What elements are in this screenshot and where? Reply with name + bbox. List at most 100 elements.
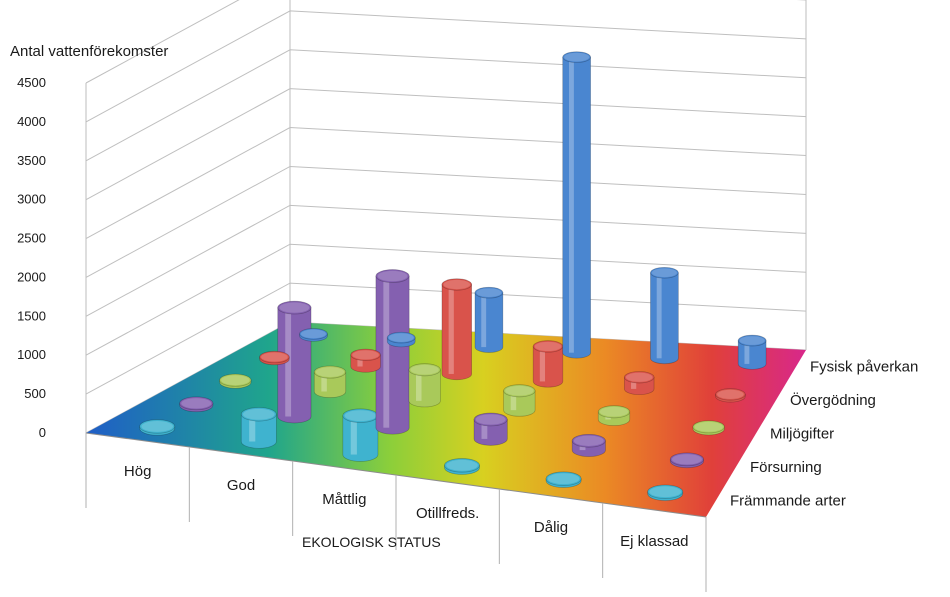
bar-top-shine: [599, 406, 629, 417]
bar-cylinder: [386, 331, 416, 348]
series-label: Miljögifter: [770, 426, 834, 443]
y-axis-title: Antal vattenförekomster: [10, 43, 168, 60]
chart-floor: [86, 322, 806, 517]
bar-highlight: [481, 292, 487, 348]
category-label: Ej klassad: [620, 533, 688, 550]
bar-body: [408, 369, 441, 408]
bar-cylinder: [715, 388, 746, 403]
bar-body: [277, 307, 312, 424]
bar-top: [259, 350, 290, 364]
bar-body: [503, 390, 536, 417]
bar-top: [715, 388, 746, 401]
bar-highlight: [321, 372, 327, 392]
bar-top: [375, 269, 410, 283]
bar-top-shine: [141, 420, 173, 432]
gridline: [85, 88, 807, 201]
bar-highlight: [350, 415, 357, 455]
category-label: Otillfreds.: [416, 505, 479, 522]
bar-top: [571, 433, 606, 448]
category-label: God: [227, 477, 255, 494]
bar-top-shine: [443, 279, 471, 290]
bar-cylinder: [139, 419, 176, 436]
gridline: [85, 282, 807, 395]
bar-highlight: [416, 369, 422, 401]
bar-top-shine: [564, 52, 590, 62]
bar-cylinder: [259, 350, 290, 366]
y-axis-ticks: 0 500 1000 1500 2000 2500 3000 3500 4000 4500: [17, 75, 46, 440]
series-label: Fysisk påverkan: [810, 359, 918, 376]
series-label: Övergödning: [790, 391, 876, 409]
bar-top-shine: [671, 454, 702, 465]
bar-top: [669, 452, 704, 467]
gridline: [85, 49, 807, 162]
bar-top: [219, 373, 252, 387]
bar-top-shine: [410, 364, 439, 375]
bar-top-shine: [279, 302, 310, 313]
bar-cylinder: [375, 269, 410, 435]
bar-cylinder: [299, 328, 328, 342]
y-tick-label: 3500: [17, 153, 46, 168]
bar-cylinder: [647, 484, 684, 501]
bar-top: [179, 396, 214, 411]
bar-top: [692, 420, 725, 434]
bar-cylinder: [474, 286, 504, 353]
bar-top-shine: [717, 389, 744, 399]
bar-top: [647, 484, 684, 499]
bar-body: [441, 284, 472, 381]
bar-cylinder: [737, 334, 767, 370]
series-label: Främmande arter: [730, 492, 846, 509]
bar-top: [444, 458, 480, 473]
bar-highlight: [357, 354, 363, 367]
bar-cylinder: [313, 365, 347, 398]
bar-cylinder: [350, 348, 381, 373]
gridline: [85, 243, 807, 356]
bar-top-shine: [505, 385, 534, 396]
bar-top: [408, 363, 441, 377]
series-label: Försurning: [750, 459, 822, 476]
bar-top: [473, 412, 508, 427]
bar-top-shine: [649, 486, 681, 498]
bar-top-shine: [352, 350, 379, 360]
bar-body: [562, 56, 591, 359]
bar-highlight: [481, 419, 488, 439]
bar-top-shine: [388, 333, 414, 342]
bar-top: [139, 419, 176, 434]
category-label: Dålig: [534, 519, 568, 536]
x-axis-ticks: Hög God Måttlig Otillfreds. Dålig Ej klassad: [124, 463, 689, 550]
chart-walls: [85, 0, 807, 433]
bar-cylinder: [669, 452, 704, 469]
bar-cylinder: [692, 420, 725, 436]
y-tick-label: 2500: [17, 231, 46, 246]
gridline: [85, 204, 807, 317]
bar-top-shine: [181, 398, 212, 409]
bar-cylinder: [597, 405, 631, 426]
bar-top-shine: [534, 341, 562, 352]
bar-cylinder: [532, 340, 564, 388]
x-axis-title: EKOLOGISK STATUS: [302, 534, 441, 550]
bar-top-shine: [221, 375, 250, 386]
bar-cylinder: [240, 407, 277, 449]
bar-top-shine: [651, 268, 677, 278]
bar-highlight: [249, 414, 256, 442]
gridline: [85, 127, 807, 239]
bar-cylinder: [179, 396, 214, 413]
bar-highlight: [539, 346, 546, 382]
bar-cylinder: [562, 51, 591, 359]
bar-cylinder: [219, 373, 252, 389]
bar-cylinder: [650, 266, 679, 365]
bar-highlight: [744, 340, 750, 364]
bar-cylinder: [444, 458, 480, 475]
bar-body: [473, 419, 508, 446]
bar-highlight: [448, 284, 454, 374]
bar-body: [342, 415, 379, 462]
y-tick-label: 1000: [17, 347, 46, 362]
bar-cylinder: [342, 408, 379, 462]
bar-cylinder: [624, 371, 655, 395]
bar-top: [240, 407, 277, 422]
bar-body: [532, 346, 564, 388]
bar-top: [441, 278, 472, 291]
bar-top-shine: [625, 372, 653, 382]
bar-highlight: [656, 272, 662, 359]
bar-top: [503, 384, 536, 398]
